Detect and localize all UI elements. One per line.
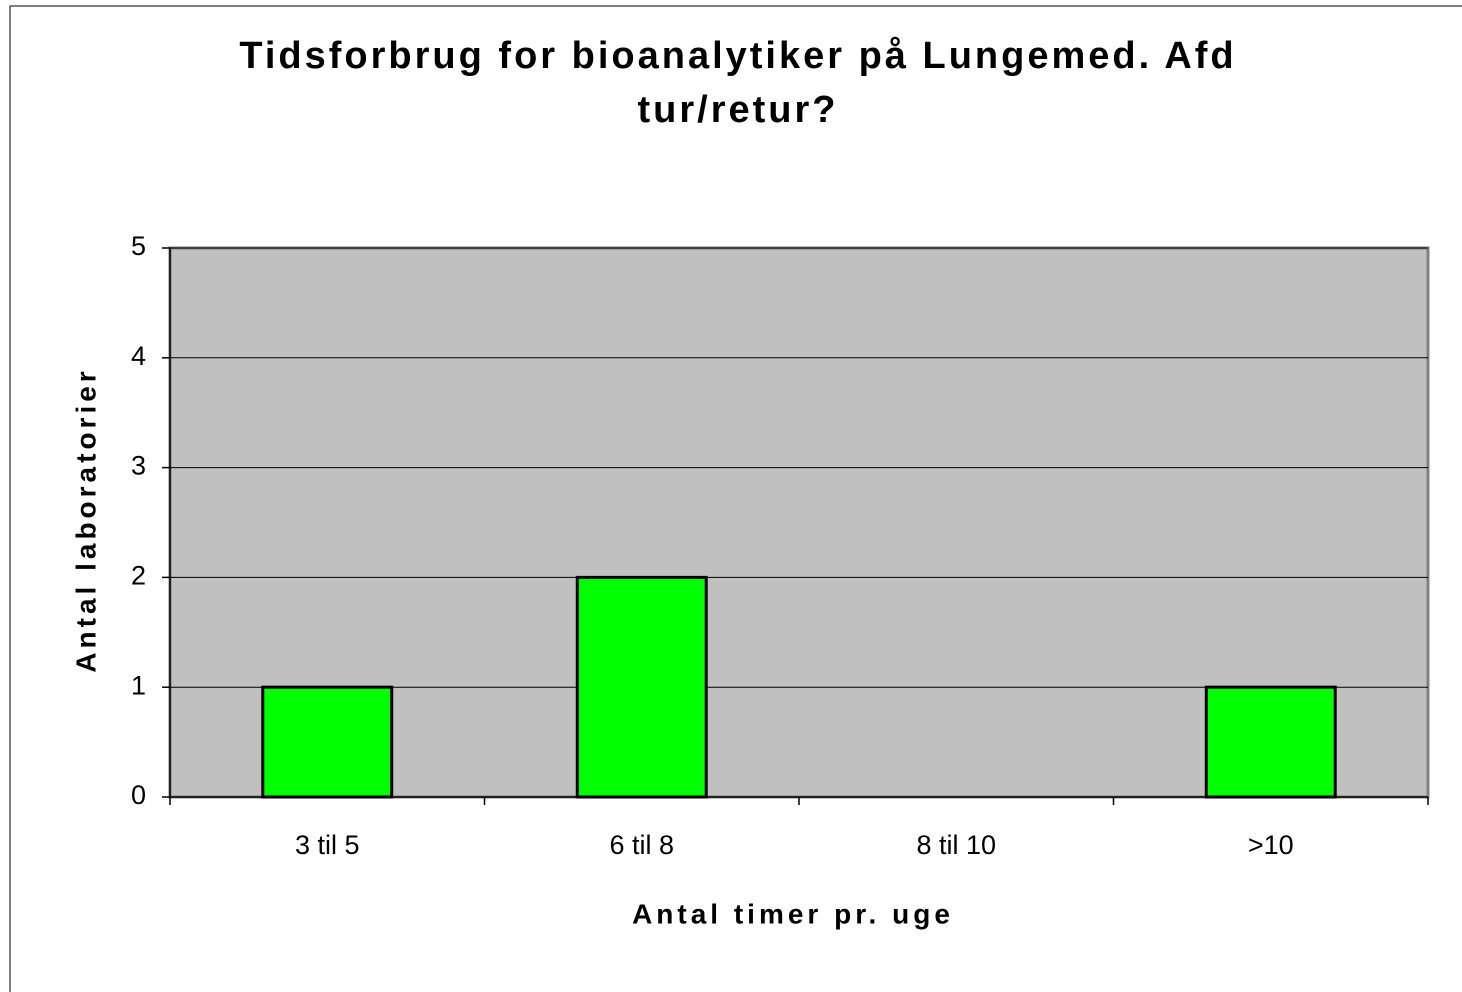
- bar: [575, 575, 708, 799]
- bar: [1204, 685, 1337, 799]
- bar: [261, 685, 394, 799]
- y-tick-label: 1: [131, 670, 146, 700]
- x-tick-label: 3 til 5: [295, 830, 360, 860]
- y-tick-label: 5: [131, 231, 146, 261]
- x-tick-label: 6 til 8: [609, 830, 674, 860]
- x-axis-label: Antal timer pr. uge: [632, 898, 954, 929]
- x-tick-label: 8 til 10: [916, 830, 996, 860]
- chart-title: Tidsforbrug for bioanalytiker på Lungeme…: [239, 35, 1236, 77]
- y-tick-label: 4: [131, 341, 146, 371]
- x-tick-label: >10: [1248, 830, 1294, 860]
- y-axis-label: Antal laboratorier: [70, 367, 101, 672]
- y-tick-label: 3: [131, 451, 146, 481]
- y-tick-label: 0: [131, 780, 146, 810]
- chart-title: tur/retur?: [638, 89, 839, 131]
- y-tick-label: 2: [131, 561, 146, 591]
